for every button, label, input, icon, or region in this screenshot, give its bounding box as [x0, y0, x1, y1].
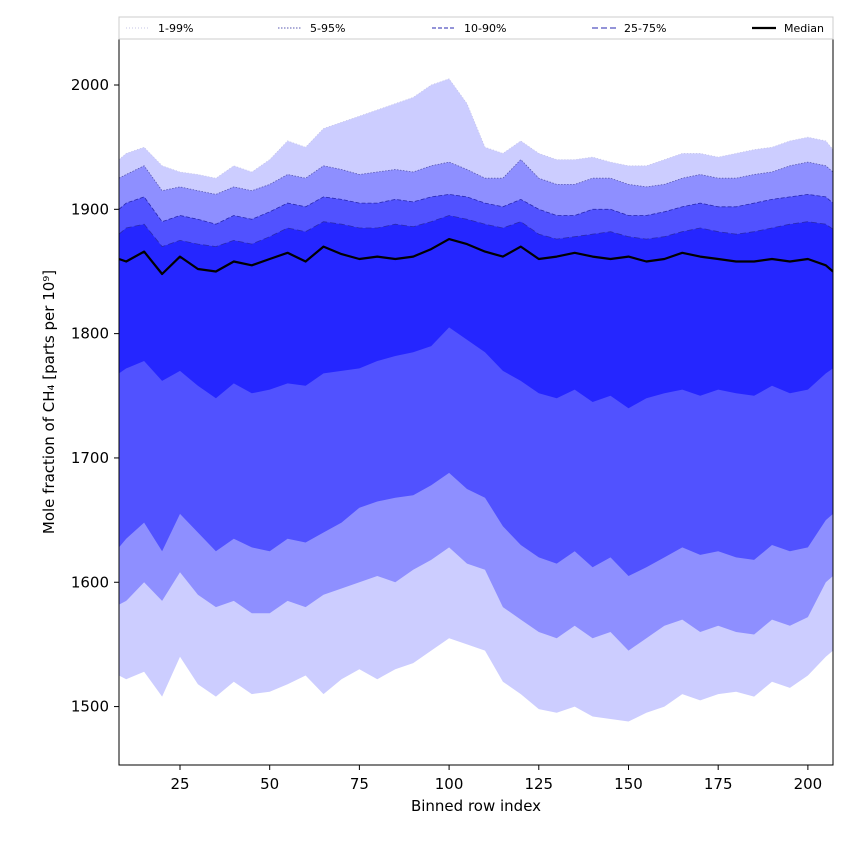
x-axis: 25 50 75 100 125 150 175 200 — [170, 765, 822, 793]
legend-label: 10-90% — [464, 22, 506, 35]
x-axis-title: Binned row index — [411, 797, 541, 815]
y-axis: 1500 1600 1700 1800 1900 2000 — [71, 76, 119, 716]
x-tick-label: 100 — [435, 775, 464, 793]
y-tick-label: 1900 — [71, 200, 109, 218]
median-layer — [119, 238, 833, 276]
x-tick-label: 75 — [350, 775, 369, 793]
x-tick-label: 150 — [614, 775, 643, 793]
x-tick-label: 50 — [260, 775, 279, 793]
y-axis-title: Mole fraction of CH₄ [parts per 10⁹] — [40, 270, 58, 534]
legend-label: 25-75% — [624, 22, 666, 35]
legend-label: 1-99% — [158, 22, 193, 35]
band-25-75%-upper-line — [119, 215, 833, 248]
median-line — [119, 238, 833, 276]
y-tick-label: 1700 — [71, 449, 109, 467]
x-tick-label: 25 — [170, 775, 189, 793]
y-tick-label: 1600 — [71, 573, 109, 591]
legend-label: 5-95% — [310, 22, 345, 35]
x-tick-label: 125 — [524, 775, 553, 793]
bands-layer — [119, 78, 833, 722]
x-tick-label: 200 — [794, 775, 823, 793]
band-10-90%-upper-line — [119, 193, 833, 225]
band-25-75%-area — [119, 215, 833, 409]
y-tick-label: 1500 — [71, 698, 109, 716]
band-5-95%-upper-line — [119, 159, 833, 195]
legend-frame — [118, 16, 834, 40]
y-tick-label: 1800 — [71, 325, 109, 343]
legend: 1-99% 5-95% 10-90% 25-75% Median — [118, 16, 834, 40]
x-tick-label: 175 — [704, 775, 733, 793]
legend-label: Median — [784, 22, 824, 35]
y-tick-label: 2000 — [71, 76, 109, 94]
